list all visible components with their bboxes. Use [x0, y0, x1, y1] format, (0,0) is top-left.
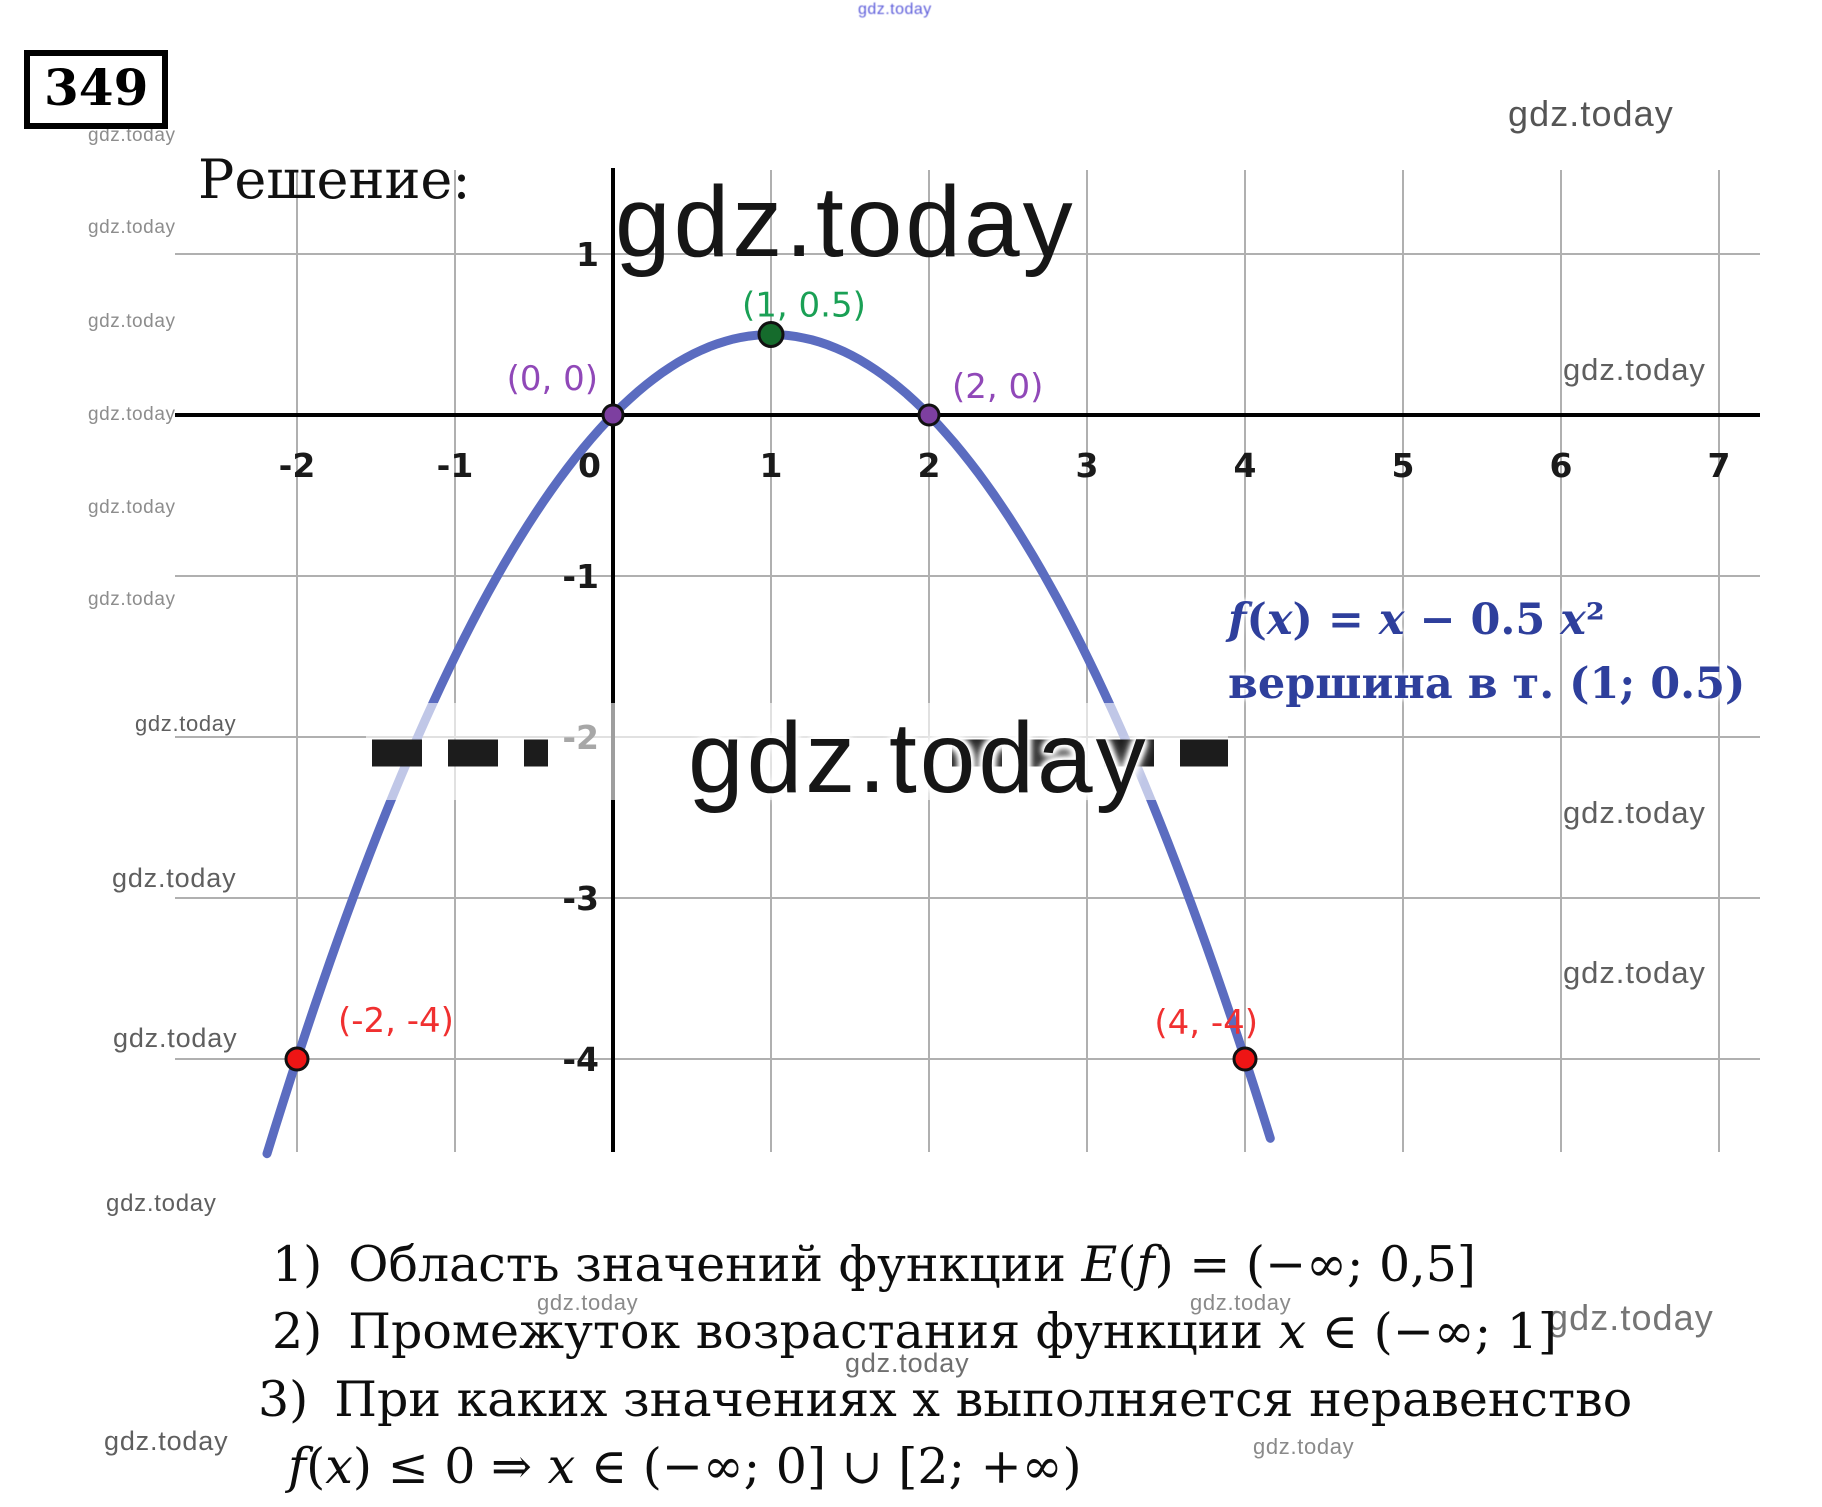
data-point — [1232, 1046, 1258, 1072]
data-point — [284, 1046, 310, 1072]
tick-label: 4 — [1234, 446, 1257, 485]
solution-line: 2) Промежуток возрастания функции x ∈ (−∞… — [272, 1303, 1557, 1360]
tick-label: -1 — [562, 557, 599, 596]
data-point — [917, 403, 941, 427]
tick-label: 7 — [1708, 446, 1731, 485]
point-label: (0, 0) — [507, 359, 598, 399]
tick-label: 1 — [760, 446, 783, 485]
solution-line: 3) При каких значениях x выполняется нера… — [258, 1371, 1633, 1428]
point-label: (2, 0) — [952, 367, 1043, 407]
tick-label: 1 — [576, 235, 599, 274]
function-annotation: f(x) = x − 0.5 x² вершина в т. (1; 0.5) — [1228, 588, 1745, 716]
function-formula: f(x) = x − 0.5 x² — [1228, 595, 1605, 645]
problem-number: 349 — [44, 58, 149, 117]
tick-label: -4 — [562, 1040, 599, 1079]
tick-label: 3 — [1076, 446, 1099, 485]
watermark-erase-band — [366, 703, 1228, 800]
data-point — [601, 403, 625, 427]
tick-label: 0 — [578, 446, 601, 485]
data-point — [757, 321, 785, 348]
tick-label: 5 — [1392, 446, 1415, 485]
vertex-note: вершина в т. (1; 0.5) — [1228, 659, 1746, 709]
tick-label: -1 — [437, 446, 474, 485]
tick-label: -3 — [562, 879, 599, 918]
list-number: 1) — [272, 1236, 323, 1293]
solution-heading: Решение: — [198, 148, 471, 211]
problem-number-box: 349 — [24, 50, 169, 129]
point-label: (-2, -4) — [338, 1001, 454, 1041]
point-label: (4, -4) — [1154, 1003, 1258, 1043]
point-label: (1, 0.5) — [742, 286, 866, 326]
solution-line: 1) Область значений функции E(f) = (−∞; 0… — [272, 1236, 1477, 1293]
tick-label: -2 — [279, 446, 316, 485]
tick-label: 2 — [918, 446, 941, 485]
list-number: 3) — [258, 1371, 309, 1428]
solution-line: f(x) ≤ 0 ⇒ x ∈ (−∞; 0] ∪ [2; +∞) — [288, 1438, 1082, 1495]
tick-label: 6 — [1550, 446, 1573, 485]
list-number: 2) — [272, 1303, 323, 1360]
